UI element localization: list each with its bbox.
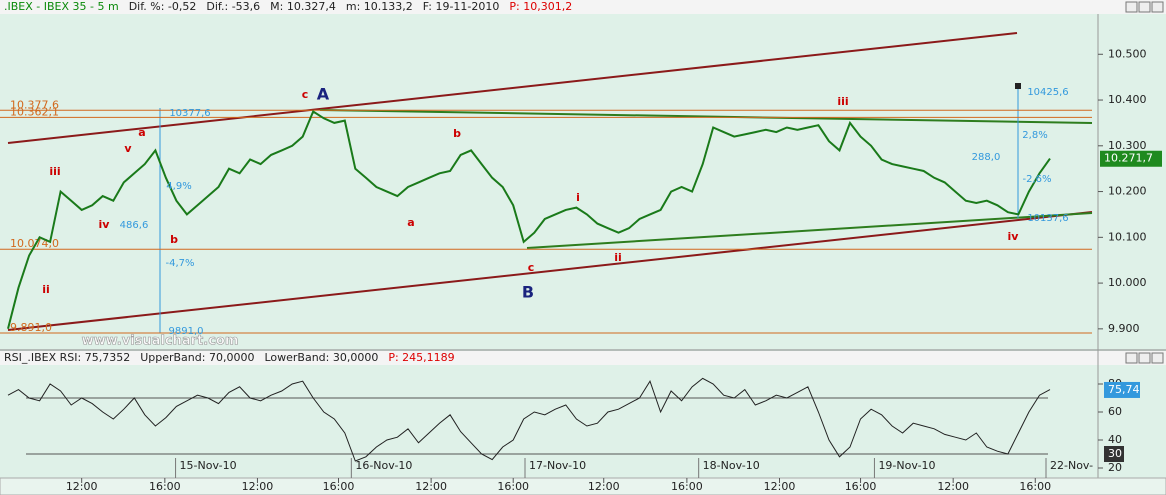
band-tag-label: 30 bbox=[1108, 447, 1122, 460]
series-line bbox=[7, 377, 1051, 462]
x-tick-label: 12:00 bbox=[66, 480, 98, 493]
button[interactable] bbox=[1125, 352, 1138, 364]
annotation: 2,8% bbox=[1022, 130, 1047, 141]
annotation: B bbox=[522, 283, 534, 302]
trend-line bbox=[526, 212, 1093, 249]
date-label: 17-Nov-10 bbox=[529, 459, 586, 472]
y-tick-label: 10.500 bbox=[1108, 47, 1147, 60]
header-text: P: 245,1189 bbox=[388, 351, 454, 364]
header-text: Dif. %: -0,52 bbox=[129, 0, 197, 13]
y-tick-label: 9.900 bbox=[1108, 322, 1140, 335]
annotation: i bbox=[576, 191, 580, 204]
annotation: iii bbox=[49, 165, 60, 178]
header-text: F: 19-11-2010 bbox=[423, 0, 500, 13]
annotation: iv bbox=[1008, 230, 1020, 243]
header-text: UpperBand: 70,0000 bbox=[140, 351, 254, 364]
x-tick-label: 16:00 bbox=[845, 480, 877, 493]
header-text: m: 10.133,2 bbox=[346, 0, 413, 13]
y-tick-label: 60 bbox=[1108, 405, 1122, 418]
annotation: a bbox=[138, 126, 145, 139]
x-tick-label: 16:00 bbox=[149, 480, 181, 493]
x-tick-label: 16:00 bbox=[1019, 480, 1051, 493]
y-tick-label: 10.300 bbox=[1108, 139, 1147, 152]
y-tick-label: 10.400 bbox=[1108, 93, 1147, 106]
y-tick-label: 20 bbox=[1108, 461, 1122, 474]
marker bbox=[1015, 83, 1021, 89]
annotation: v bbox=[124, 142, 132, 155]
date-label: 22-Nov- bbox=[1050, 459, 1093, 472]
x-tick-label: 12:00 bbox=[242, 480, 274, 493]
button[interactable] bbox=[1138, 1, 1151, 13]
level-label: 9.891,0 bbox=[10, 321, 52, 334]
y-tick-label: 10.100 bbox=[1108, 230, 1147, 243]
annotation: 9891,0 bbox=[169, 326, 204, 337]
header-text: LowerBand: 30,0000 bbox=[264, 351, 378, 364]
trend-line bbox=[319, 109, 1093, 124]
rsi-header-bar bbox=[0, 351, 1166, 365]
button[interactable] bbox=[1125, 1, 1138, 13]
series-line bbox=[7, 110, 1051, 330]
date-label: 16-Nov-10 bbox=[355, 459, 412, 472]
header-text: Dif.: -53,6 bbox=[206, 0, 260, 13]
button[interactable] bbox=[1151, 352, 1164, 364]
y-tick-label: 40 bbox=[1108, 433, 1122, 446]
annotation: iii bbox=[837, 95, 848, 108]
x-tick-label: 16:00 bbox=[671, 480, 703, 493]
level-label: 10.362,1 bbox=[10, 105, 59, 118]
annotation: -2,6% bbox=[1022, 174, 1051, 185]
channel-line bbox=[7, 211, 1093, 331]
price-tag-label: 10.271,7 bbox=[1104, 152, 1153, 165]
annotation: -4,7% bbox=[165, 258, 194, 269]
header-bar bbox=[0, 0, 1166, 14]
annotation: c bbox=[302, 88, 309, 101]
date-label: 15-Nov-10 bbox=[180, 459, 237, 472]
annotation: ii bbox=[42, 283, 50, 296]
x-tick-label: 12:00 bbox=[937, 480, 969, 493]
x-tick-label: 12:00 bbox=[764, 480, 796, 493]
annotation: A bbox=[317, 85, 330, 104]
annotation: 10425,6 bbox=[1027, 87, 1068, 98]
button[interactable] bbox=[1151, 1, 1164, 13]
y-tick-label: 10.200 bbox=[1108, 185, 1147, 198]
time-axis bbox=[0, 477, 1166, 495]
button[interactable] bbox=[1138, 352, 1151, 364]
band-tag bbox=[1104, 446, 1124, 462]
window-buttons bbox=[1125, 1, 1164, 364]
annotation: a bbox=[407, 216, 414, 229]
rsi-tag bbox=[1104, 381, 1140, 398]
header-text: RSI_.IBEX RSI: 75,7352 bbox=[4, 351, 130, 364]
header-text: P: 10,301,2 bbox=[509, 0, 572, 13]
annotation: iv bbox=[99, 218, 111, 231]
date-label: 19-Nov-10 bbox=[878, 459, 935, 472]
x-tick-label: 16:00 bbox=[497, 480, 529, 493]
level-label: 10.377,6 bbox=[10, 98, 59, 111]
annotation: 486,6 bbox=[120, 220, 149, 231]
x-tick-label: 12:00 bbox=[588, 480, 620, 493]
x-tick-label: 12:00 bbox=[415, 480, 447, 493]
annotation: c bbox=[528, 261, 535, 274]
annotation: b bbox=[170, 233, 178, 246]
annotation: 4,9% bbox=[166, 181, 191, 192]
y-tick-label: 10.000 bbox=[1108, 276, 1147, 289]
channel-line bbox=[7, 32, 1018, 144]
annotation: b bbox=[453, 127, 461, 140]
price-tag bbox=[1100, 150, 1162, 167]
x-tick-label: 16:00 bbox=[323, 480, 355, 493]
annotation: ii bbox=[614, 251, 622, 264]
annotation: 10137,6 bbox=[1027, 213, 1068, 224]
header-text: .IBEX - IBEX 35 - 5 m bbox=[4, 0, 119, 13]
annotation: 288,0 bbox=[972, 152, 1001, 163]
date-label: 18-Nov-10 bbox=[703, 459, 760, 472]
rsi-tag-label: 75,74 bbox=[1108, 383, 1140, 396]
annotation: www.visualchart.com bbox=[82, 334, 239, 349]
channels bbox=[7, 32, 1093, 333]
header-text: M: 10.327,4 bbox=[270, 0, 336, 13]
annotation: 10377,6 bbox=[169, 108, 210, 119]
